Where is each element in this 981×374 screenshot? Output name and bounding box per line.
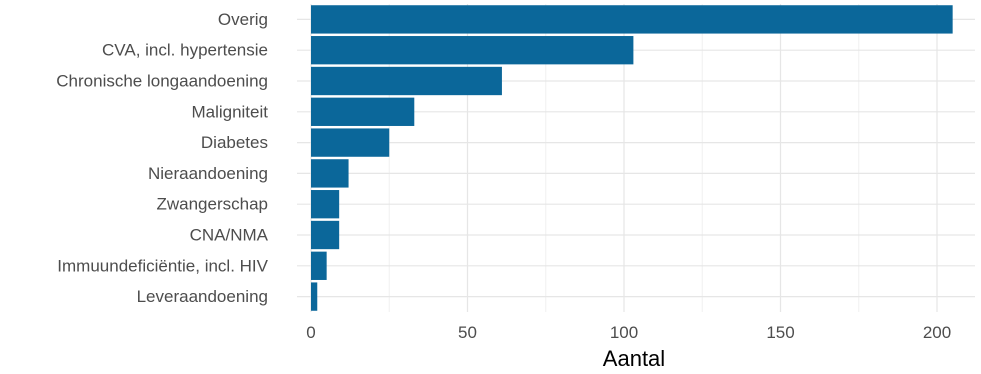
x-axis-title: Aantal: [603, 346, 665, 371]
bar: [311, 220, 340, 250]
bar: [311, 251, 327, 280]
x-tick-label: 0: [306, 323, 315, 342]
category-label: Nieraandoening: [148, 164, 268, 183]
category-label: CNA/NMA: [190, 226, 269, 245]
bar: [311, 5, 953, 34]
category-label: Chronische longaandoening: [56, 72, 268, 91]
x-tick-label: 50: [458, 323, 477, 342]
category-label: Immuundeficiëntie, incl. HIV: [57, 256, 268, 275]
bar: [311, 128, 390, 157]
category-label: Diabetes: [201, 133, 268, 152]
bar: [311, 190, 340, 219]
x-tick-label: 150: [766, 323, 794, 342]
category-labels: Overig CVA, incl. hypertensie Chronische l…: [56, 10, 268, 306]
category-label: CVA, incl. hypertensie: [102, 41, 268, 60]
bar: [311, 66, 502, 96]
bar: [311, 36, 634, 65]
bar: [311, 97, 415, 126]
category-label: Leveraandoening: [137, 287, 268, 306]
x-tick-label: 200: [923, 323, 951, 342]
x-tick-label: 100: [610, 323, 638, 342]
x-tick-labels: 0 50 100 150 200: [306, 323, 951, 342]
category-label: Overig: [218, 10, 268, 29]
category-label: Maligniteit: [191, 102, 268, 121]
bars: [311, 5, 953, 311]
bar: [311, 159, 349, 188]
category-label: Zwangerschap: [156, 195, 268, 214]
bar: [311, 282, 318, 311]
